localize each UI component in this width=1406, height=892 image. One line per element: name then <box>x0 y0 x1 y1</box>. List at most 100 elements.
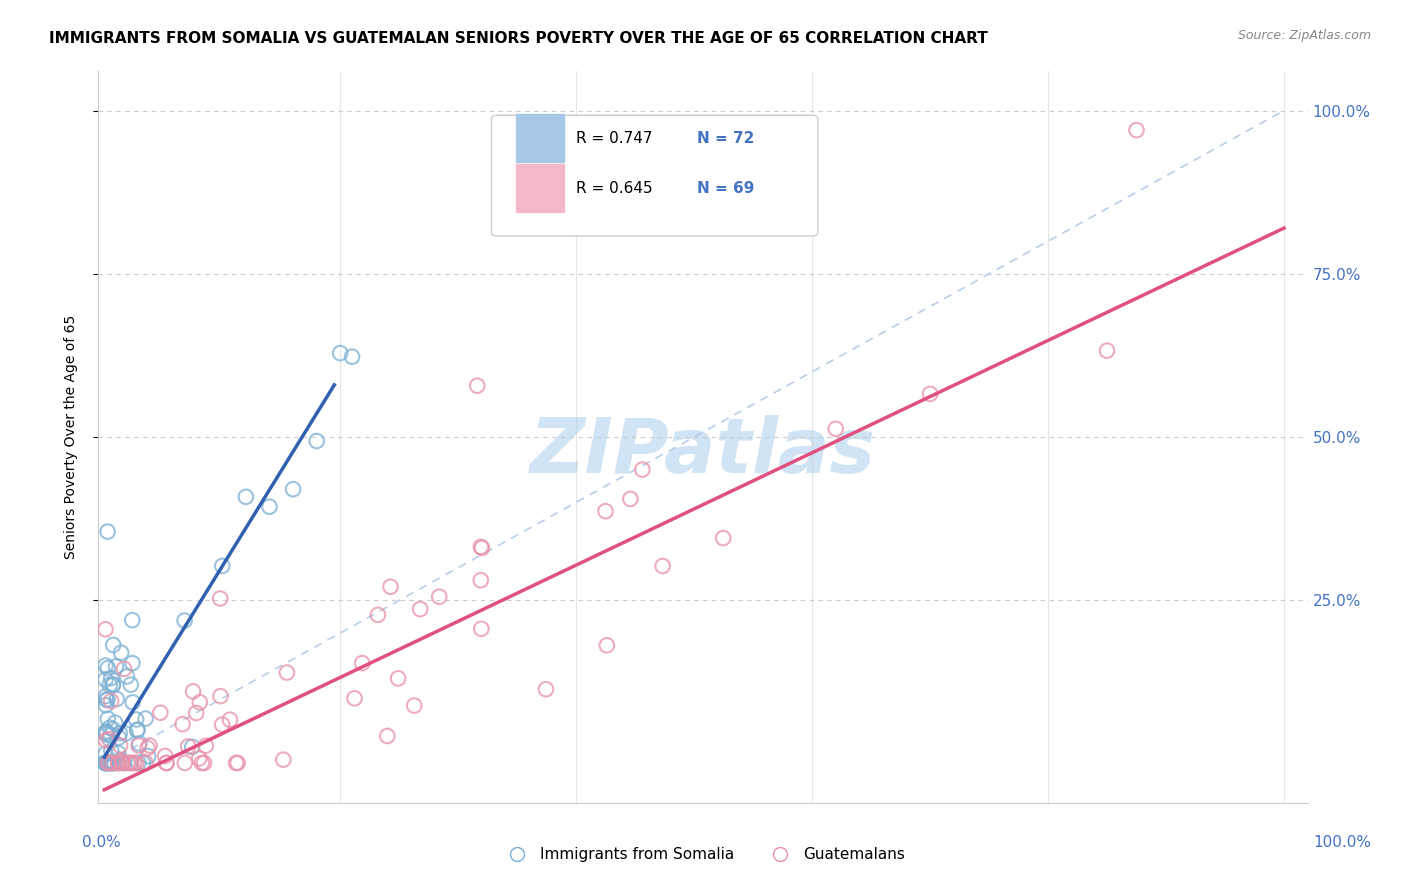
Point <box>128 739 150 753</box>
Point <box>470 622 492 636</box>
Point <box>94 756 117 770</box>
Point <box>155 756 177 770</box>
Point <box>377 729 399 743</box>
Point <box>94 756 117 770</box>
Point <box>380 580 402 594</box>
Point <box>1095 343 1118 358</box>
Point <box>596 638 619 652</box>
Point <box>225 756 247 770</box>
Point <box>94 689 117 703</box>
Point <box>305 434 328 448</box>
Point <box>105 692 128 706</box>
Point <box>96 756 118 770</box>
Text: 100.0%: 100.0% <box>1313 836 1372 850</box>
Point <box>190 756 212 770</box>
Point <box>404 698 426 713</box>
Point <box>181 684 204 698</box>
Point <box>172 717 194 731</box>
Point <box>209 591 232 606</box>
Point <box>211 558 233 573</box>
Point <box>112 662 135 676</box>
Point <box>651 559 673 574</box>
Point <box>100 671 122 685</box>
Point <box>112 756 135 770</box>
Point <box>188 751 211 765</box>
Point <box>108 726 131 740</box>
Point <box>711 531 734 545</box>
Point <box>110 646 132 660</box>
Point <box>97 756 120 770</box>
Point <box>619 491 641 506</box>
Point <box>94 673 117 687</box>
Legend: Immigrants from Somalia, Guatemalans: Immigrants from Somalia, Guatemalans <box>495 841 911 868</box>
Point <box>111 756 134 770</box>
FancyBboxPatch shape <box>492 115 818 235</box>
Point <box>127 723 149 737</box>
Point <box>181 739 204 754</box>
Text: 0.0%: 0.0% <box>82 836 121 850</box>
Point <box>100 744 122 758</box>
Text: R = 0.747: R = 0.747 <box>576 131 652 145</box>
Point <box>101 722 124 736</box>
Point <box>409 602 432 616</box>
Point <box>188 695 211 709</box>
Point <box>209 689 232 703</box>
Point <box>235 490 257 504</box>
Point <box>177 739 200 754</box>
Point <box>340 350 363 364</box>
Point <box>115 669 138 683</box>
Point <box>101 756 124 770</box>
Point <box>103 638 125 652</box>
Point <box>103 756 125 770</box>
Point <box>108 753 131 767</box>
Point <box>128 756 150 770</box>
Point <box>193 756 215 770</box>
Point <box>534 682 557 697</box>
Point <box>149 706 172 720</box>
Point <box>173 614 195 628</box>
Text: N = 69: N = 69 <box>697 180 755 195</box>
Point <box>367 607 389 622</box>
Bar <box>516 164 564 212</box>
Point <box>427 590 450 604</box>
Point <box>125 756 148 770</box>
Point <box>101 678 124 692</box>
Point <box>211 717 233 731</box>
Text: N = 72: N = 72 <box>697 131 755 145</box>
Bar <box>516 114 564 162</box>
Text: R = 0.645: R = 0.645 <box>576 180 652 195</box>
Point <box>329 346 352 360</box>
Point <box>117 756 139 770</box>
Point <box>465 378 488 392</box>
Point <box>281 482 304 496</box>
Point <box>631 462 654 476</box>
Point <box>120 678 142 692</box>
Point <box>1125 123 1147 137</box>
Point <box>352 656 374 670</box>
Point <box>108 739 131 753</box>
Point <box>135 712 157 726</box>
Point <box>155 756 177 770</box>
Point <box>94 658 117 673</box>
Point <box>471 541 494 555</box>
Point <box>107 756 129 770</box>
Point <box>276 665 298 680</box>
Point <box>97 756 120 770</box>
Point <box>101 756 124 770</box>
Point <box>97 693 120 707</box>
Point <box>108 731 131 745</box>
Point <box>219 713 242 727</box>
Point <box>920 387 942 401</box>
Point <box>100 728 122 742</box>
Point <box>94 756 117 770</box>
Point <box>94 756 117 770</box>
Point <box>132 756 155 770</box>
Point <box>96 724 118 739</box>
Point <box>186 706 208 720</box>
Point <box>122 756 145 770</box>
Point <box>136 741 159 756</box>
Point <box>101 756 124 770</box>
Point <box>595 504 617 518</box>
Point <box>96 756 118 770</box>
Point <box>271 753 294 767</box>
